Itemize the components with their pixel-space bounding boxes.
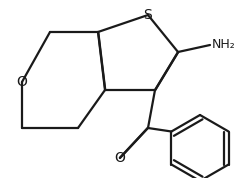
Text: S: S — [144, 8, 152, 22]
Text: NH₂: NH₂ — [212, 38, 236, 51]
Text: O: O — [115, 151, 125, 165]
Text: O: O — [17, 75, 28, 89]
